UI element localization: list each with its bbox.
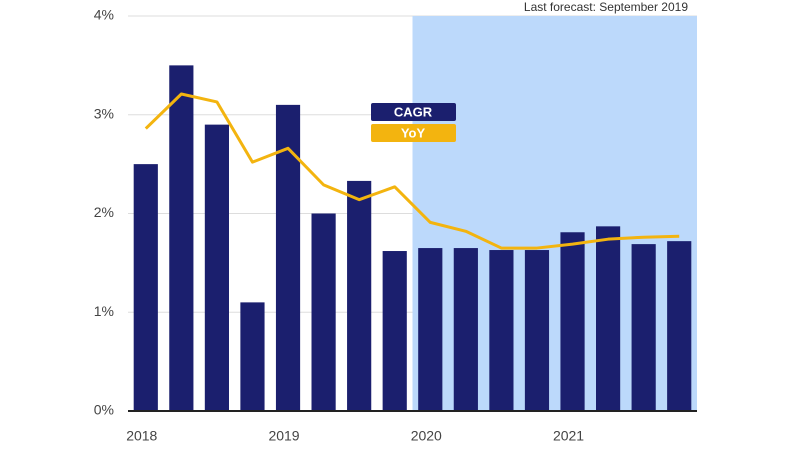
bar [596, 226, 621, 411]
y-tick-label: 3% [94, 105, 114, 121]
bar [347, 180, 372, 411]
legend-swatch [371, 103, 456, 121]
x-tick-label: 2021 [553, 428, 584, 444]
bar [489, 250, 514, 411]
legend-label: YoY [401, 125, 426, 140]
x-tick-label: 2019 [268, 428, 299, 444]
bar [560, 232, 585, 411]
x-tick-label: 2020 [411, 428, 442, 444]
line [144, 92, 680, 250]
bar [524, 250, 550, 411]
bar [169, 65, 194, 411]
y-tick-label: 1% [94, 303, 114, 319]
bar [418, 248, 443, 411]
x-tick-label: 2018 [126, 428, 157, 444]
legend-swatch [371, 124, 456, 142]
bar [631, 244, 656, 411]
y-tick-label: 2% [94, 204, 114, 220]
bar [382, 251, 407, 411]
bar [204, 124, 229, 411]
bar [667, 241, 692, 411]
y-tick-label: 0% [94, 402, 114, 418]
bar [133, 164, 158, 411]
legend-label: CAGR [394, 104, 433, 119]
bar [240, 302, 265, 411]
bar [453, 248, 478, 411]
y-tick-label: 4% [94, 7, 114, 23]
annotation: Last forecast: September 2019 [524, 0, 688, 14]
bar [311, 213, 336, 411]
